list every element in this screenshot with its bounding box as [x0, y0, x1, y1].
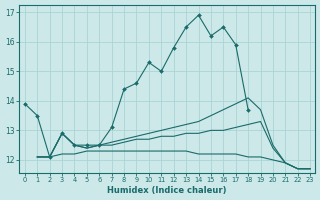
X-axis label: Humidex (Indice chaleur): Humidex (Indice chaleur)	[107, 186, 227, 195]
